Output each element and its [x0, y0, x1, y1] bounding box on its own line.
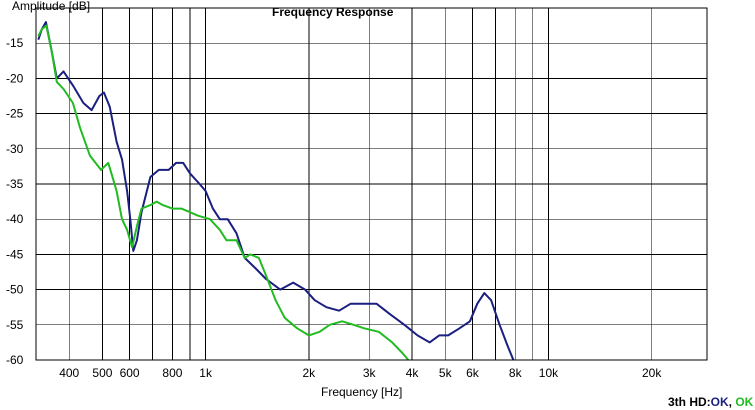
x-tick-label: 20k	[642, 366, 662, 380]
y-tick-label: -25	[6, 107, 24, 121]
y-tick-label: -55	[6, 318, 24, 332]
y-tick-label: -40	[6, 212, 24, 226]
series-group	[37, 21, 515, 361]
y-axis-label: Amplitude [dB]	[12, 0, 91, 13]
x-tick-label: 4k	[406, 366, 420, 380]
tick-labels: -15 -20 -25 -30 -35 -40 -45 -50 -55 -60 400 500 600 8…	[6, 36, 662, 380]
x-tick-label: 800	[162, 366, 182, 380]
hd-status: 3th HD:OK, OK	[668, 395, 753, 409]
hd-status-sep: ,	[728, 395, 736, 409]
chart-title: Frequency Response	[272, 5, 394, 19]
y-tick-label: -15	[6, 36, 24, 50]
y-tick-label: -60	[6, 353, 24, 367]
x-tick-label: 8k	[509, 366, 523, 380]
x-tick-label: 1k	[199, 366, 213, 380]
hd-status-first: OK	[710, 395, 729, 409]
y-tick-label: -50	[6, 283, 24, 297]
x-axis-label: Frequency [Hz]	[321, 385, 403, 399]
x-tick-label: 6k	[466, 366, 480, 380]
x-tick-label: 5k	[439, 366, 453, 380]
x-tick-label: 500	[92, 366, 112, 380]
hd-status-prefix: 3th HD:	[668, 395, 711, 409]
x-tick-label: 400	[59, 366, 79, 380]
x-tick-label: 2k	[303, 366, 317, 380]
hd-status-second: OK	[735, 395, 754, 409]
x-tick-label: 3k	[363, 366, 377, 380]
y-tick-label: -30	[6, 142, 24, 156]
y-tick-label: -45	[6, 247, 24, 261]
plot-frame	[35, 7, 708, 361]
series-line-blue	[37, 21, 515, 361]
x-tick-label: 600	[120, 366, 140, 380]
y-tick-label: -35	[6, 177, 24, 191]
x-tick-label: 10k	[539, 366, 559, 380]
series-line-green	[37, 24, 410, 361]
y-tick-label: -20	[6, 71, 24, 85]
